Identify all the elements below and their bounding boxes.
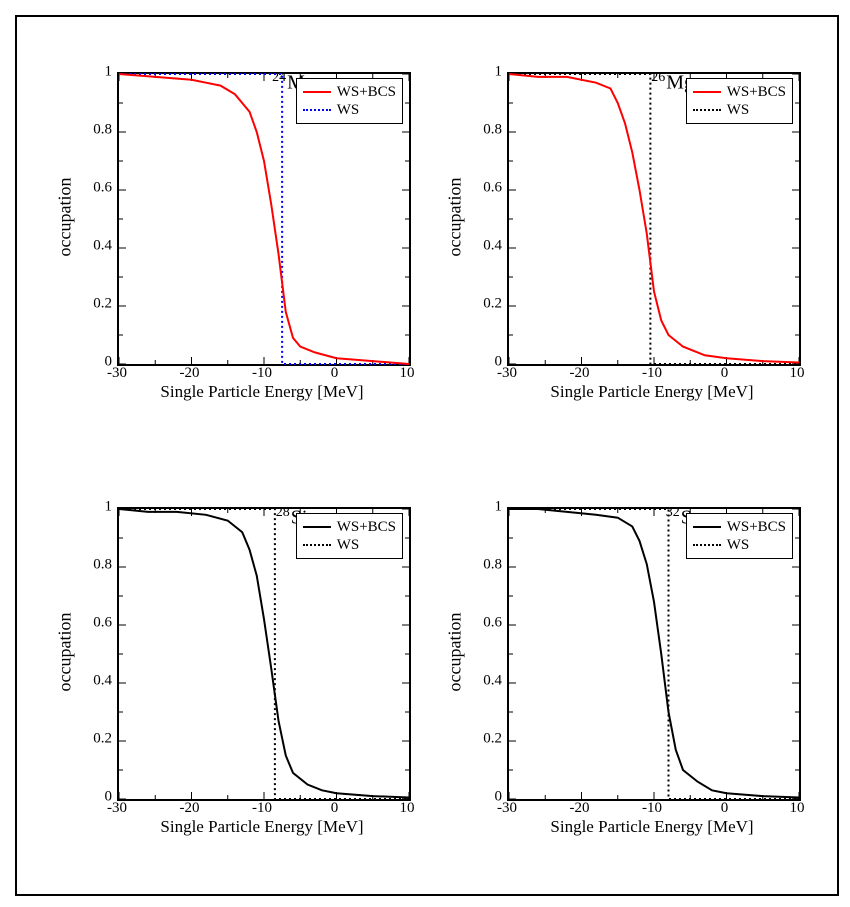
y-tick-label: 0.4 [93, 673, 112, 690]
legend-label: WS+BCS [337, 84, 396, 101]
x-tick-label: 0 [721, 800, 729, 817]
legend-label: WS+BCS [337, 519, 396, 536]
y-tick-label: 0.6 [483, 615, 502, 632]
legend-row: WS [693, 101, 786, 119]
x-tick-label: -10 [252, 365, 272, 382]
legend-label: WS+BCS [727, 519, 786, 536]
y-tick-label: 0.6 [93, 180, 112, 197]
legend-label: WS [337, 102, 360, 119]
y-tick-label: 0.6 [483, 180, 502, 197]
legend-swatch [303, 91, 331, 93]
y-tick-label: 0 [105, 354, 113, 371]
legend-swatch [693, 544, 721, 546]
y-tick-label: 0.4 [93, 238, 112, 255]
isotope-mass-number: 32 [666, 505, 680, 520]
legend-label: WS [727, 537, 750, 554]
y-tick-label: 0.4 [483, 238, 502, 255]
y-axis-label: occupation [445, 613, 466, 692]
y-axis-label: occupation [55, 178, 76, 257]
x-axis-label: Single Particle Energy [MeV] [117, 382, 407, 402]
x-tick-label: -10 [252, 800, 272, 817]
legend-swatch [303, 526, 331, 528]
x-tick-label: 10 [790, 365, 805, 382]
figure-frame: occupationSingle Particle Energy [MeV]-3… [15, 15, 839, 896]
y-tick-label: 0.8 [483, 557, 502, 574]
legend-row: WS [303, 101, 396, 119]
legend-label: WS [337, 537, 360, 554]
x-tick-label: 10 [400, 800, 415, 817]
legend-row: WS+BCS [693, 518, 786, 536]
legend-row: WS [303, 536, 396, 554]
y-tick-label: 0.2 [483, 296, 502, 313]
y-tick-label: 0 [495, 789, 503, 806]
x-tick-label: 0 [331, 800, 339, 817]
legend-swatch [303, 109, 331, 111]
legend-label: WS+BCS [727, 84, 786, 101]
panel-32s: occupationSingle Particle Energy [MeV]-3… [447, 487, 807, 847]
panel-28si: occupationSingle Particle Energy [MeV]-3… [57, 487, 417, 847]
x-tick-label: -20 [570, 800, 590, 817]
x-tick-label: -20 [570, 365, 590, 382]
y-axis-label: occupation [55, 613, 76, 692]
y-tick-label: 1 [495, 64, 503, 81]
x-tick-label: -10 [642, 365, 662, 382]
y-tick-label: 0.2 [93, 731, 112, 748]
legend-row: WS+BCS [693, 83, 786, 101]
legend: WS+BCSWS [686, 78, 793, 124]
x-tick-label: 10 [790, 800, 805, 817]
isotope-mass-number: 26 [651, 70, 665, 85]
isotope-mass-number: 28 [276, 505, 290, 520]
y-tick-label: 0.4 [483, 673, 502, 690]
x-tick-label: 10 [400, 365, 415, 382]
x-tick-label: 0 [721, 365, 729, 382]
x-axis-label: Single Particle Energy [MeV] [507, 382, 797, 402]
y-tick-label: 1 [105, 64, 113, 81]
x-tick-label: -10 [642, 800, 662, 817]
y-tick-label: 0.8 [93, 557, 112, 574]
legend: WS+BCSWS [296, 513, 403, 559]
panel-26mg: occupationSingle Particle Energy [MeV]-3… [447, 52, 807, 412]
legend-label: WS [727, 102, 750, 119]
panel-24mg: occupationSingle Particle Energy [MeV]-3… [57, 52, 417, 412]
legend-row: WS+BCS [303, 518, 396, 536]
x-tick-label: -20 [180, 800, 200, 817]
x-axis-label: Single Particle Energy [MeV] [117, 817, 407, 837]
x-tick-label: 0 [331, 365, 339, 382]
legend-row: WS [693, 536, 786, 554]
legend-swatch [693, 109, 721, 111]
y-tick-label: 0 [495, 354, 503, 371]
y-tick-label: 0 [105, 789, 113, 806]
legend-swatch [303, 544, 331, 546]
y-tick-label: 0.8 [93, 122, 112, 139]
y-tick-label: 0.6 [93, 615, 112, 632]
y-tick-label: 0.2 [483, 731, 502, 748]
y-tick-label: 0.2 [93, 296, 112, 313]
y-tick-label: 1 [495, 499, 503, 516]
isotope-mass-number: 24 [272, 70, 286, 85]
legend-row: WS+BCS [303, 83, 396, 101]
legend-swatch [693, 91, 721, 93]
y-tick-label: 0.8 [483, 122, 502, 139]
x-axis-label: Single Particle Energy [MeV] [507, 817, 797, 837]
legend: WS+BCSWS [296, 78, 403, 124]
x-tick-label: -20 [180, 365, 200, 382]
y-tick-label: 1 [105, 499, 113, 516]
y-axis-label: occupation [445, 178, 466, 257]
legend-swatch [693, 526, 721, 528]
legend: WS+BCSWS [686, 513, 793, 559]
